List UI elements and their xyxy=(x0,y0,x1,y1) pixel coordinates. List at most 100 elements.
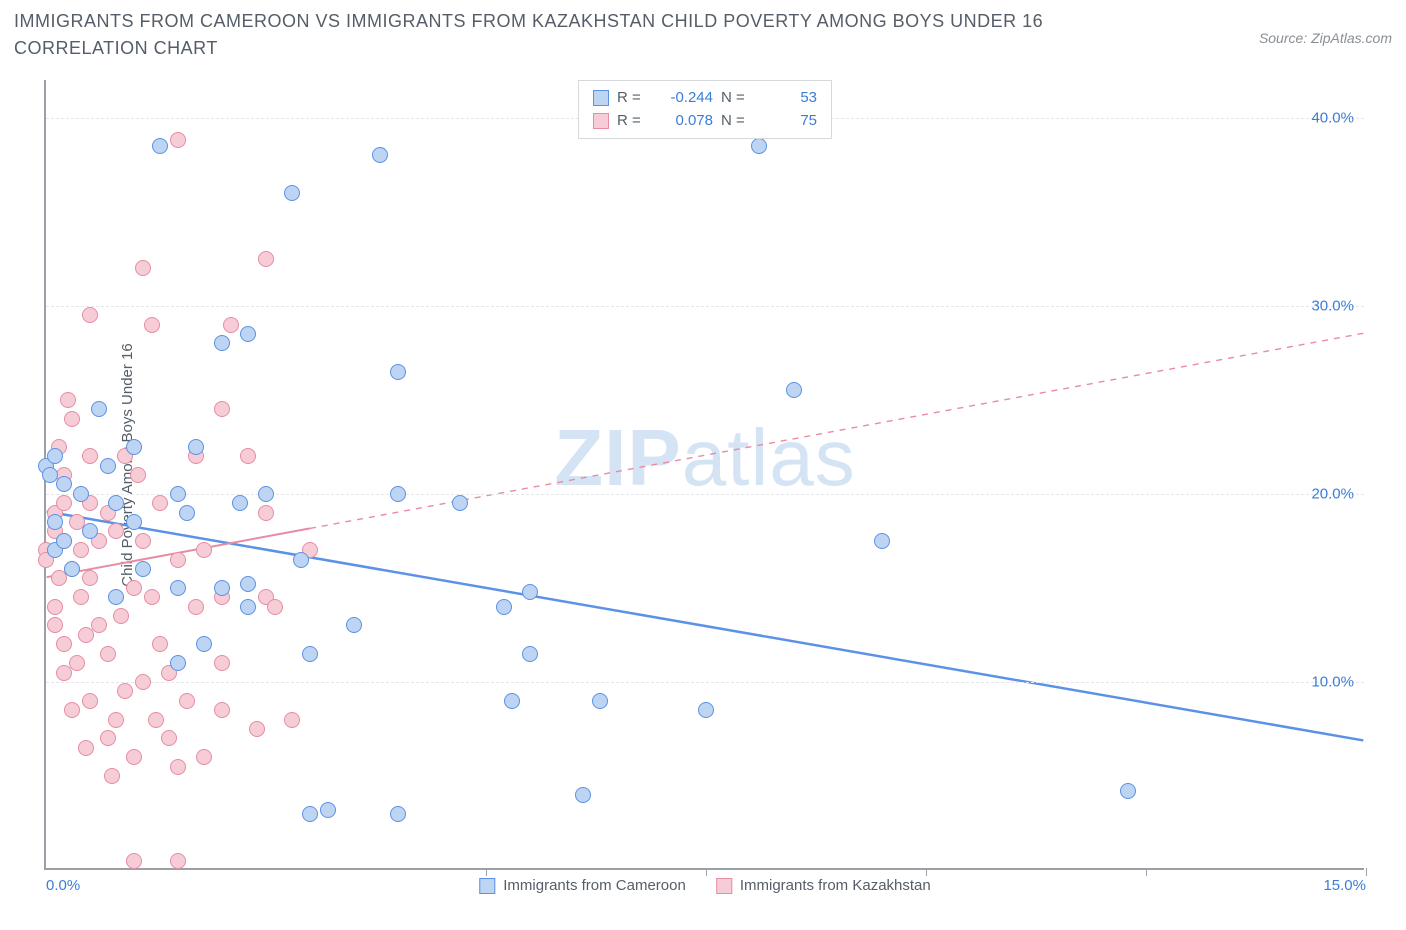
data-point xyxy=(47,448,63,464)
data-point xyxy=(69,514,85,530)
data-point xyxy=(56,533,72,549)
x-tick-mark xyxy=(926,868,927,876)
data-point xyxy=(82,523,98,539)
data-point xyxy=(575,787,591,803)
data-point xyxy=(56,476,72,492)
data-point xyxy=(82,307,98,323)
data-point xyxy=(113,608,129,624)
data-point xyxy=(258,505,274,521)
data-point xyxy=(73,589,89,605)
data-point xyxy=(751,138,767,154)
swatch-cameroon-icon xyxy=(479,878,495,894)
data-point xyxy=(108,523,124,539)
data-point xyxy=(522,646,538,662)
data-point xyxy=(786,382,802,398)
data-point xyxy=(47,599,63,615)
data-point xyxy=(104,768,120,784)
data-point xyxy=(47,617,63,633)
data-point xyxy=(64,702,80,718)
data-point xyxy=(170,552,186,568)
data-point xyxy=(100,458,116,474)
data-point xyxy=(117,448,133,464)
data-point xyxy=(170,655,186,671)
data-point xyxy=(135,260,151,276)
data-point xyxy=(258,589,274,605)
data-point xyxy=(170,132,186,148)
data-point xyxy=(214,401,230,417)
data-point xyxy=(130,467,146,483)
data-point xyxy=(214,702,230,718)
data-point xyxy=(284,185,300,201)
data-point xyxy=(108,495,124,511)
data-point xyxy=(56,467,72,483)
data-point xyxy=(302,542,318,558)
swatch-kazakhstan-icon xyxy=(716,878,732,894)
gridline xyxy=(46,682,1364,683)
data-point xyxy=(346,617,362,633)
x-tick-mark xyxy=(706,868,707,876)
data-point xyxy=(284,712,300,728)
data-point xyxy=(78,740,94,756)
data-point xyxy=(91,617,107,633)
data-point xyxy=(188,599,204,615)
legend-row-kazakhstan: R = 0.078 N = 75 xyxy=(593,110,817,133)
data-point xyxy=(302,806,318,822)
data-point xyxy=(56,533,72,549)
data-point xyxy=(73,542,89,558)
data-point xyxy=(64,561,80,577)
correlation-legend: R = -0.244 N = 53 R = 0.078 N = 75 xyxy=(578,80,832,139)
data-point xyxy=(214,580,230,596)
data-point xyxy=(82,693,98,709)
data-point xyxy=(522,584,538,600)
data-point xyxy=(82,495,98,511)
data-point xyxy=(135,561,151,577)
data-point xyxy=(100,730,116,746)
data-point xyxy=(372,147,388,163)
data-point xyxy=(47,542,63,558)
data-point xyxy=(152,138,168,154)
data-point xyxy=(126,439,142,455)
swatch-cameroon xyxy=(593,90,609,106)
data-point xyxy=(56,665,72,681)
data-point xyxy=(100,646,116,662)
data-point xyxy=(214,589,230,605)
data-point xyxy=(179,693,195,709)
data-point xyxy=(78,627,94,643)
y-tick-label: 30.0% xyxy=(1311,297,1354,314)
data-point xyxy=(258,251,274,267)
data-point xyxy=(267,599,283,615)
data-point xyxy=(38,542,54,558)
data-point xyxy=(69,655,85,671)
data-point xyxy=(293,552,309,568)
data-point xyxy=(504,693,520,709)
data-point xyxy=(135,533,151,549)
data-point xyxy=(1120,783,1136,799)
data-point xyxy=(64,561,80,577)
data-point xyxy=(108,589,124,605)
data-point xyxy=(214,655,230,671)
data-point xyxy=(170,853,186,869)
data-point xyxy=(170,759,186,775)
data-point xyxy=(240,326,256,342)
data-point xyxy=(196,636,212,652)
data-point xyxy=(38,458,54,474)
data-point xyxy=(496,599,512,615)
data-point xyxy=(188,439,204,455)
page-title: IMMIGRANTS FROM CAMEROON VS IMMIGRANTS F… xyxy=(14,8,1114,62)
data-point xyxy=(223,317,239,333)
data-point xyxy=(47,505,63,521)
data-point xyxy=(126,514,142,530)
data-point xyxy=(82,448,98,464)
x-tick-label: 0.0% xyxy=(46,877,80,894)
data-point xyxy=(240,448,256,464)
data-point xyxy=(56,636,72,652)
data-point xyxy=(179,505,195,521)
y-tick-label: 20.0% xyxy=(1311,485,1354,502)
y-tick-label: 40.0% xyxy=(1311,109,1354,126)
swatch-kazakhstan xyxy=(593,113,609,129)
x-tick-mark xyxy=(1366,868,1367,876)
data-point xyxy=(302,646,318,662)
scatter-plot: ZIPatlas R = -0.244 N = 53 R = 0.078 N =… xyxy=(44,80,1364,870)
data-point xyxy=(51,439,67,455)
data-point xyxy=(64,411,80,427)
